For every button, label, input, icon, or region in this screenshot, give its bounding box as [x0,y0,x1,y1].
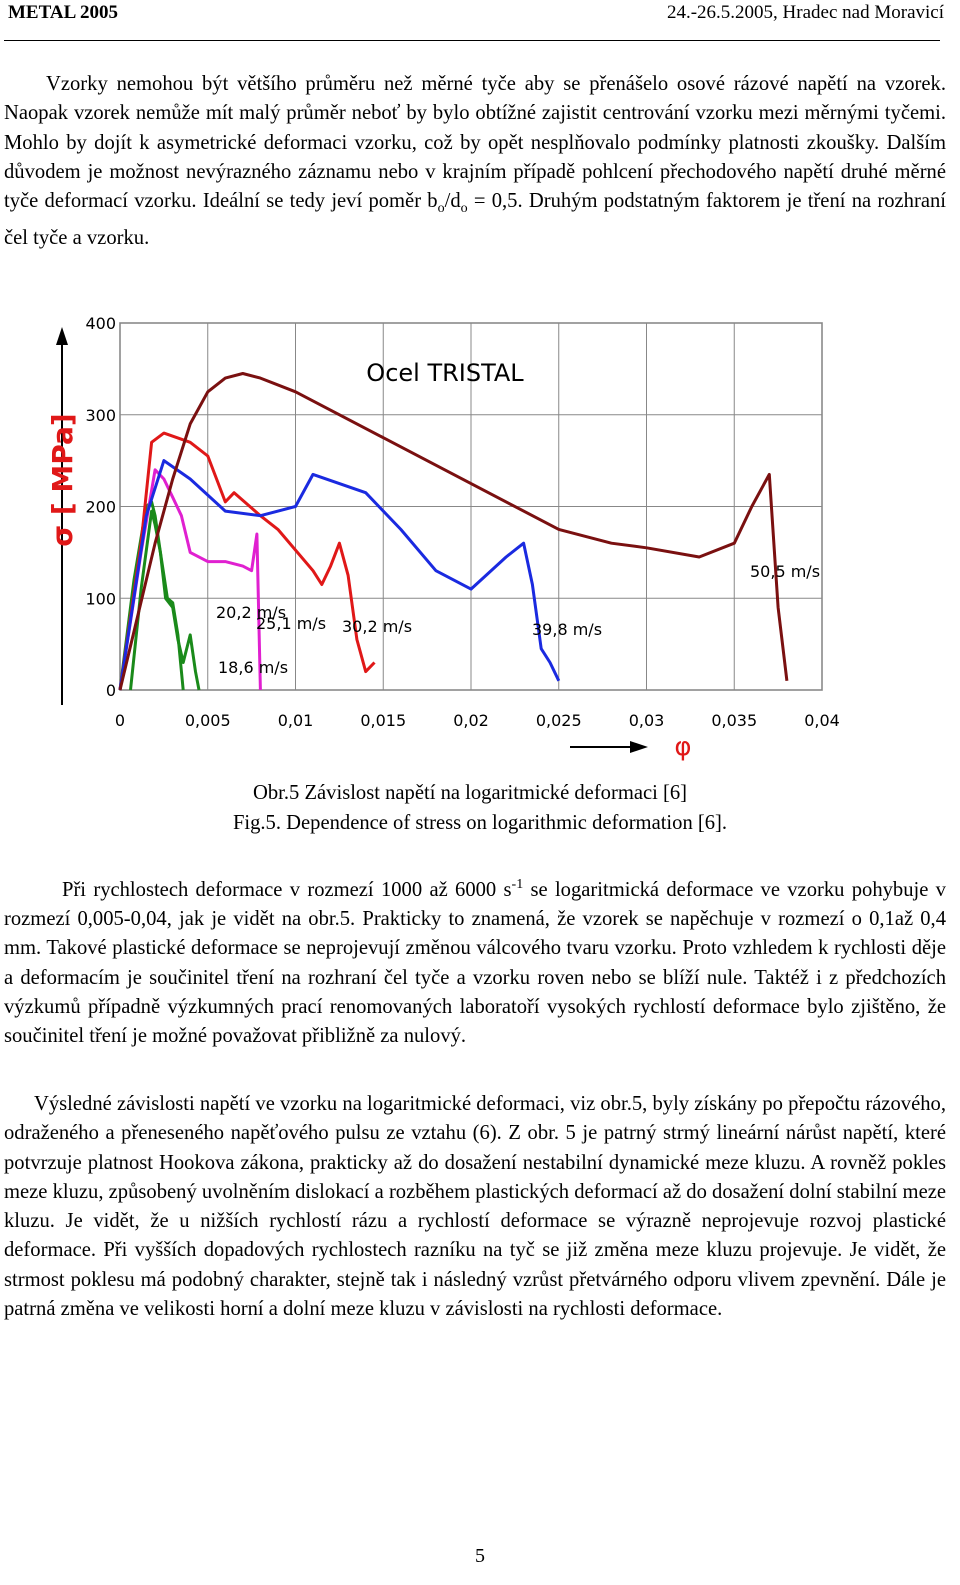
superscript-minus-one: -1 [511,877,524,892]
x-tick-label: 0,02 [453,711,489,730]
paragraph-2-text-end: se logaritmická deformace ve vzorku pohy… [4,878,946,1048]
x-tick-label: 0,015 [360,711,406,730]
x-tick-label: 0,01 [278,711,314,730]
series-line [129,509,185,691]
chart-title: Ocel TRISTAL [366,359,524,387]
conference-name: METAL 2005 [8,2,118,23]
subscript-o: o [460,201,468,217]
x-tick-label: 0,005 [185,711,231,730]
paragraph-1-text-end: = 0,5. Druhým podstatným faktorem je tře… [4,190,946,249]
figure-5: 0 0,005 0,01 0,015 0,02 0,025 0,03 0,035 0,04 0 10… [40,305,860,775]
page-number: 5 [475,1545,485,1567]
y-tick-label: 200 [85,498,116,517]
x-axis-arrow [570,741,648,753]
series-line [118,468,262,691]
paragraph-1: Vzorky nemohou být většího průměru než m… [4,70,946,253]
series-annotation: 50,5 m/s [750,562,820,581]
series-annotation: 25,1 m/s [256,614,326,633]
header-rule [4,40,940,41]
chart-ticks: 0 0,005 0,01 0,015 0,02 0,025 0,03 0,035 0,04 0 10… [85,314,839,730]
paragraph-3-text: Výsledné závislosti napětí ve vzorku na … [4,1093,946,1321]
series-line [118,431,376,691]
series-annotation: 39,8 m/s [532,620,602,639]
y-tick-label: 100 [85,589,116,608]
series-annotation: 20,2 m/s [216,603,286,622]
paragraph-3: Výsledné závislosti napětí ve vzorku na … [4,1090,946,1324]
series-annotation: 30,2 m/s [342,617,412,636]
series-annotations: 20,2 m/s 18,6 m/s 25,1 m/s 30,2 m/s 39,8 m/s… [216,562,820,677]
subscript-o: o [437,201,445,217]
x-tick-label: 0,035 [711,711,757,730]
figure-caption-cz: Obr.5 Závislost napětí na logaritmické d… [252,782,688,804]
series-annotation: 18,6 m/s [218,658,288,677]
y-axis-arrow [56,327,68,705]
y-tick-label: 0 [106,681,116,700]
x-tick-label: 0,03 [629,711,665,730]
y-tick-label: 300 [85,406,116,425]
x-tick-label: 0 [115,711,125,730]
stress-strain-chart: 0 0,005 0,01 0,015 0,02 0,025 0,03 0,035 0,04 0 10… [46,314,840,762]
ratio-slash: /d [444,190,461,213]
page-header: METAL 2005 24.-26.5.2005, Hradec nad Mor… [4,0,948,36]
series-line [118,459,561,691]
y-tick-label: 400 [85,314,116,333]
y-axis-label: σ [ MPa] [46,413,79,546]
paragraph-1-text: Vzorky nemohou být většího průměru než m… [4,73,946,213]
figure-caption-en: Fig.5. Dependence of stress on logarithm… [232,812,728,834]
series-line [118,372,789,691]
paragraph-2: Při rychlostech deformace v rozmezí 1000… [4,870,946,1052]
x-tick-label: 0,04 [804,711,840,730]
paragraph-2-text: Při rychlostech deformace v rozmezí 1000… [62,878,512,901]
x-axis-label: φ [674,732,691,762]
x-tick-label: 0,025 [536,711,582,730]
conference-date-place: 24.-26.5.2005, Hradec nad Moravicí [666,2,944,23]
chart-grid [119,322,823,691]
chart-series [118,372,789,691]
